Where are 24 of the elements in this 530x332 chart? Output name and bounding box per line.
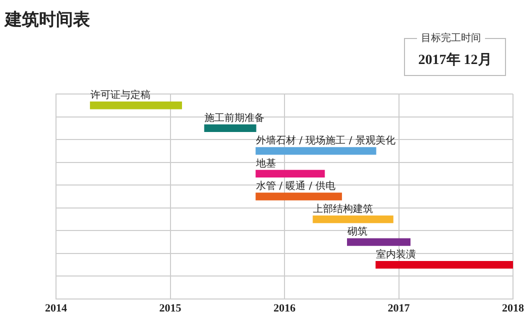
text: 目标完工时间	[417, 31, 485, 45]
bar	[256, 147, 376, 155]
bar	[312, 215, 394, 224]
bar	[90, 102, 182, 110]
y-tick-label: 水管 / 暖通 / 供电	[256, 180, 336, 192]
x-tick-label: 2015	[159, 302, 182, 314]
y-tick-label: 砌筑	[346, 226, 368, 238]
text: 2017年 12月	[417, 51, 493, 69]
y-tick-label: 室内装潢	[376, 248, 416, 260]
bar	[256, 170, 325, 178]
chart-title: 建筑时间表	[5, 9, 90, 31]
bar	[376, 261, 513, 269]
bar	[256, 192, 342, 200]
y-tick-label: 上部结构建筑	[313, 202, 374, 215]
y-tick-label: 地基	[254, 157, 276, 170]
x-tick-label: 2016	[274, 302, 296, 314]
bar	[347, 238, 411, 246]
y-tick-label: 外墙石材 / 现场施工 / 景观美化	[256, 134, 396, 147]
y-tick-label: 施工前期准备	[204, 112, 265, 124]
bar	[204, 124, 256, 132]
y-tick-label: 许可证与定稿	[90, 88, 150, 101]
x-tick-label: 2017	[388, 302, 410, 314]
x-tick-label: 2014	[45, 302, 68, 314]
x-tick-label: 2018	[502, 302, 524, 314]
